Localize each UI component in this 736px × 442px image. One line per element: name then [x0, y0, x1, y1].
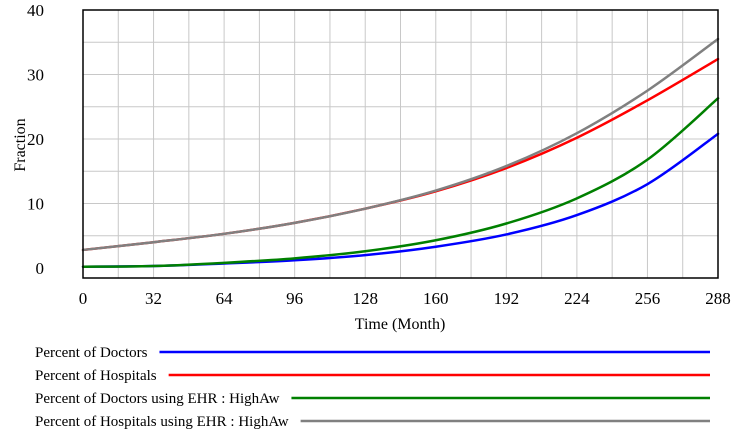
x-tick-label: 64: [216, 289, 234, 308]
legend: Percent of Doctors Percent of Hospitals Pe…: [35, 345, 710, 430]
legend-label: Percent of Doctors using EHR : HighAw: [35, 391, 280, 407]
y-tick-label: 40: [27, 1, 44, 20]
x-axis-label: Time (Month): [355, 316, 446, 333]
legend-label: Percent of Hospitals: [35, 368, 157, 384]
legend-label: Percent of Doctors: [35, 345, 148, 361]
x-tick-label: 192: [494, 289, 520, 308]
axis-tick-labels: 0 32 64 96 128 160 192 224 256 288 0 10 20 30 40: [27, 1, 731, 308]
x-tick-label: 288: [705, 289, 731, 308]
x-tick-label: 0: [79, 289, 88, 308]
y-tick-label: 10: [27, 195, 44, 214]
x-tick-label: 96: [286, 289, 303, 308]
y-tick-label: 30: [27, 66, 44, 85]
series-line-3: [81, 97, 720, 268]
x-tick-label: 160: [423, 289, 449, 308]
grid-lines: [83, 10, 718, 278]
y-axis-label: Fraction: [12, 118, 29, 171]
x-tick-label: 128: [352, 289, 378, 308]
y-tick-label: 0: [36, 259, 45, 278]
x-tick-label: 224: [564, 289, 590, 308]
x-tick-label: 256: [635, 289, 661, 308]
x-tick-label: 32: [145, 289, 162, 308]
legend-label: Percent of Hospitals using EHR : HighAw: [35, 414, 289, 430]
series-line-4: [81, 37, 720, 252]
plot-frame: [82, 9, 719, 279]
series-lines: [81, 37, 720, 268]
y-tick-label: 20: [27, 130, 44, 149]
